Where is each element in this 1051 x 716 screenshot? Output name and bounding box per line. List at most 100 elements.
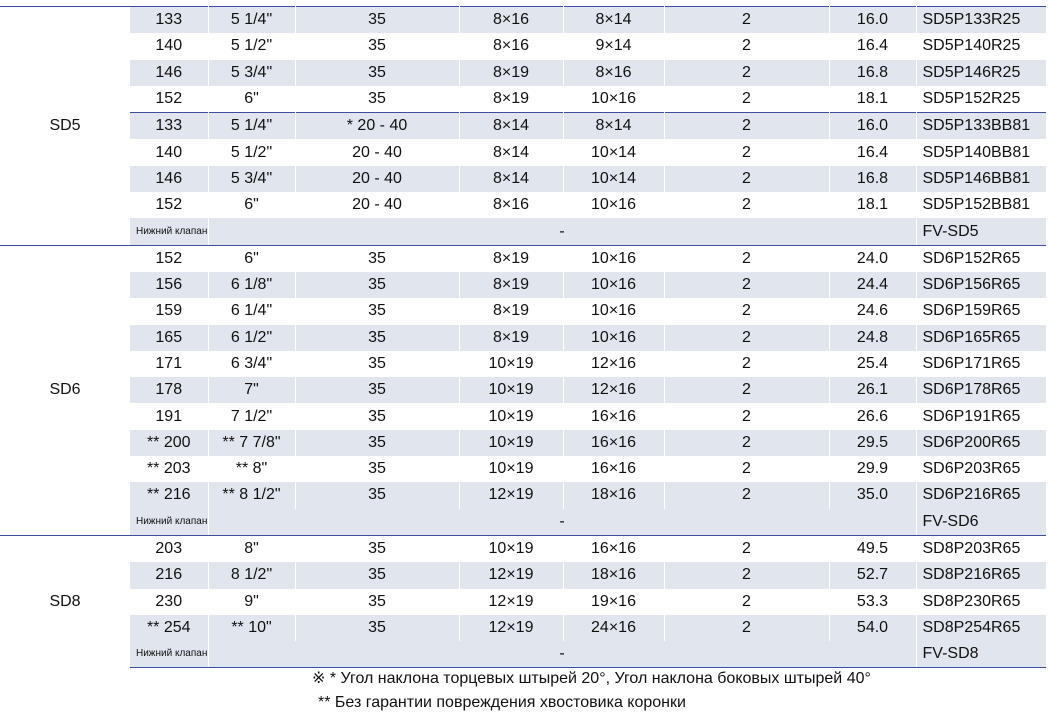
product-code: SD8P254R65	[916, 614, 1046, 642]
side-buttons: 19×16	[563, 588, 665, 615]
wings: 2	[664, 614, 830, 642]
side-buttons: 10×16	[563, 85, 665, 113]
diameter-inch: 7 1/2"	[208, 403, 296, 430]
wings: 2	[664, 6, 830, 34]
diameter-mm: 133	[130, 6, 209, 34]
side-buttons: 10×14	[563, 165, 665, 193]
wings: 2	[664, 456, 830, 483]
side-buttons: 8×14	[563, 6, 665, 34]
side-buttons: 18×16	[563, 482, 665, 509]
product-code: SD6P216R65	[916, 482, 1046, 509]
front-buttons: 8×16	[459, 192, 564, 219]
weight: 35.0	[829, 482, 917, 509]
table-row: ** 203 ** 8" 35 10×19 16×16 2 29.9 SD6P203R65	[0, 456, 1046, 483]
weight: 24.8	[829, 324, 917, 351]
diameter-mm: 133	[130, 112, 209, 140]
group-label: SD6	[0, 244, 130, 536]
angle: 35	[295, 429, 460, 457]
weight: 24.4	[829, 271, 917, 299]
angle: 35	[295, 350, 460, 378]
angle: 35	[295, 85, 460, 113]
side-buttons: 16×16	[563, 456, 665, 483]
diameter-mm: 191	[130, 403, 209, 430]
front-buttons: 8×16	[459, 6, 564, 34]
weight: 26.1	[829, 377, 917, 404]
valve-row: Нижний клапан - FV-SD5	[0, 218, 1046, 246]
diameter-inch: 5 1/4"	[208, 6, 296, 34]
angle: 20 - 40	[295, 165, 460, 193]
weight: 24.0	[829, 244, 917, 272]
front-buttons: 8×19	[459, 298, 564, 325]
footnote-angle: ※ * Угол наклона торцевых штырей 20°, Уг…	[312, 670, 871, 687]
weight: 29.5	[829, 429, 917, 457]
diameter-mm: ** 216	[130, 482, 209, 509]
diameter-inch: 9"	[208, 588, 296, 615]
product-code: SD6P203R65	[922, 460, 1021, 478]
product-code: SD6P165R65	[916, 324, 1046, 351]
table-row: ** 200 ** 7 7/8" 35 10×19 16×16 2 29.5 SD6P200R…	[0, 429, 1046, 457]
diameter-mm: 152	[130, 244, 209, 272]
product-code: SD8P230R65	[922, 592, 1021, 610]
wings: 2	[664, 588, 830, 615]
valve-code: FV-SD5	[916, 218, 1046, 246]
table-row: 152 6" 20 - 40 8×16 10×16 2 18.1 SD5P152BB81	[0, 192, 1046, 219]
diameter-inch: 6"	[208, 192, 296, 219]
product-code: SD6P191R65	[922, 407, 1021, 425]
front-buttons: 8×14	[459, 165, 564, 193]
table-row: 140 5 1/2" 35 8×16 9×14 2 16.4 SD5P140R25	[0, 33, 1046, 60]
angle: 35	[295, 59, 460, 86]
weight: 16.8	[829, 165, 917, 193]
wings: 2	[664, 33, 830, 60]
diameter-inch: 8 1/2"	[208, 562, 296, 589]
product-code: SD6P200R65	[916, 429, 1046, 457]
wings: 2	[664, 429, 830, 457]
weight: 16.8	[829, 59, 917, 86]
table-row: 146 5 3/4" 20 - 40 8×14 10×14 2 16.8 SD5P146BB8…	[0, 165, 1046, 193]
product-code: SD5P146R25	[916, 59, 1046, 86]
side-buttons: 16×16	[563, 403, 665, 430]
diameter-inch: ** 7 7/8"	[208, 429, 296, 457]
diameter-mm: 203	[130, 534, 209, 563]
weight: 18.1	[829, 85, 917, 113]
front-buttons: 10×19	[459, 534, 564, 563]
side-buttons: 16×16	[563, 429, 665, 457]
wings: 2	[664, 562, 830, 589]
weight: 49.5	[829, 534, 917, 563]
table-row: 171 6 3/4" 35 10×19 12×16 2 25.4 SD6P171R65	[0, 350, 1046, 378]
angle: 35	[295, 244, 460, 272]
front-buttons: 12×19	[459, 588, 564, 615]
diameter-mm: 165	[130, 324, 209, 351]
wings: 2	[664, 112, 830, 140]
front-buttons: 10×19	[459, 456, 564, 483]
diameter-inch: 5 1/2"	[208, 139, 296, 166]
wings: 2	[664, 192, 830, 219]
diameter-mm: ** 203	[130, 456, 209, 483]
diameter-inch: 6 3/4"	[208, 350, 296, 378]
side-buttons: 24×16	[563, 614, 665, 642]
product-code: SD6P159R65	[922, 302, 1021, 320]
table-row: 152 6" 35 8×19 10×16 2 18.1 SD5P152R25	[0, 85, 1046, 113]
diameter-mm: 146	[130, 59, 209, 86]
weight: 16.0	[829, 6, 917, 34]
product-code: SD5P140R25	[922, 37, 1021, 55]
product-code: SD8P216R65	[916, 562, 1046, 589]
front-buttons: 12×19	[459, 562, 564, 589]
diameter-inch: ** 8 1/2"	[208, 482, 296, 509]
diameter-mm: ** 254	[130, 614, 209, 642]
valve-row: Нижний клапан - FV-SD8	[0, 641, 1046, 669]
wings: 2	[664, 403, 830, 430]
weight: 16.4	[829, 139, 917, 166]
front-buttons: 10×19	[459, 403, 564, 430]
diameter-inch: 6 1/4"	[208, 298, 296, 325]
table-row: 178 7" 35 10×19 12×16 2 26.1 SD6P178R65	[0, 377, 1046, 404]
side-buttons: 10×16	[563, 298, 665, 325]
footnote-warranty: ** Без гарантии повреждения хвостовика к…	[318, 694, 686, 711]
wings: 2	[664, 482, 830, 509]
product-code: SD5P133R25	[916, 6, 1046, 34]
angle: 35	[295, 298, 460, 325]
diameter-inch: 5 3/4"	[208, 165, 296, 193]
valve-code: FV-SD6	[916, 508, 1046, 536]
side-buttons: 18×16	[563, 562, 665, 589]
valve-dash: -	[208, 641, 917, 669]
